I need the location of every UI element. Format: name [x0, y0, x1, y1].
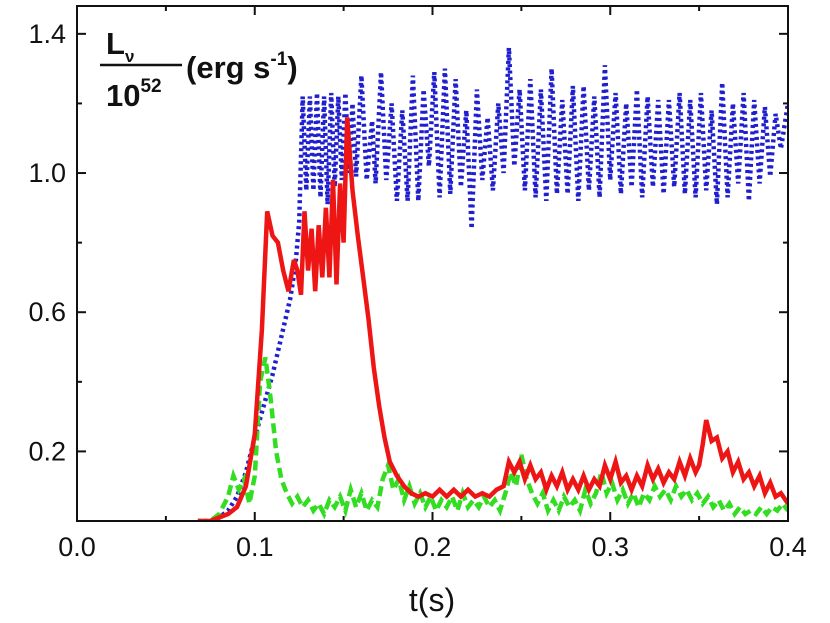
svg-text:1052: 1052 — [106, 76, 162, 113]
svg-text:Lν: Lν — [106, 26, 134, 66]
denominator-exponent: 52 — [140, 76, 161, 97]
y-tick-label: 1.4 — [28, 19, 66, 49]
series-line-blue-dotted — [197, 47, 788, 521]
x-tick-label: 0.4 — [769, 532, 807, 562]
x-tick-label: 0.2 — [414, 532, 452, 562]
x-tick-label: 0.0 — [58, 532, 96, 562]
luminosity-subscript: ν — [125, 47, 134, 66]
svg-text:(erg s-1): (erg s-1) — [186, 49, 298, 85]
tick-layer: 0.0 0.1 0.2 0.3 0.4 0.2 0.6 1.0 1.4 — [28, 6, 807, 562]
luminosity-label: Lν 1052 (erg s-1) — [100, 26, 298, 113]
x-tick-label: 0.3 — [591, 532, 629, 562]
x-axis-label: t(s) — [409, 582, 455, 618]
luminosity-symbol: L — [106, 26, 125, 61]
series-line-green-dashed — [197, 357, 788, 521]
series-line-red-solid — [197, 117, 788, 521]
y-tick-label: 0.2 — [28, 436, 66, 466]
series-layer — [197, 47, 788, 521]
units-exponent: -1 — [270, 49, 287, 70]
y-tick-label: 0.6 — [28, 297, 66, 327]
units-prefix: (erg s — [186, 50, 270, 85]
denominator-base: 10 — [106, 78, 140, 113]
y-tick-label: 1.0 — [28, 158, 66, 188]
x-tick-label: 0.1 — [236, 532, 274, 562]
units-suffix: ) — [287, 50, 297, 85]
